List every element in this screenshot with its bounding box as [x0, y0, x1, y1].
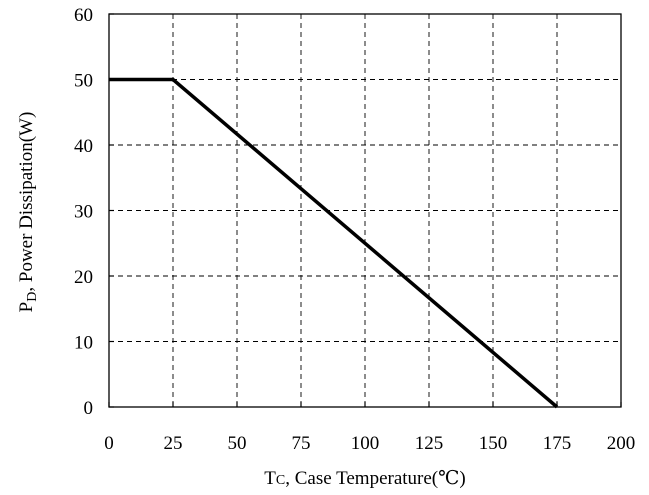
y-axis-ticks: 0 10 20 30 40 50 60: [74, 5, 114, 419]
y-tick-label: 60: [74, 5, 93, 26]
x-tick-label: 50: [228, 433, 247, 454]
x-tick-label: 25: [164, 433, 183, 454]
y-tick-label: 10: [74, 333, 93, 354]
series-line: [109, 77, 559, 409]
y-tick-label: 20: [74, 267, 93, 288]
y-tick-label: 30: [74, 202, 93, 223]
y-tick-label: 40: [74, 136, 93, 157]
x-tick-label: 75: [292, 433, 311, 454]
x-axis-title: TC, Case Temperature(℃): [264, 468, 465, 489]
x-tick-label: 0: [104, 433, 114, 454]
y-tick-label: 50: [74, 71, 93, 92]
series-group: [109, 77, 559, 409]
x-axis-title-subscript: C: [276, 473, 285, 488]
x-tick-label: 125: [415, 433, 444, 454]
x-tick-label: 175: [543, 433, 572, 454]
x-tick-label: 200: [607, 433, 636, 454]
y-axis-title-main: P: [16, 302, 37, 313]
y-axis-title-rest: , Power Dissipation(W): [16, 112, 37, 292]
x-tick-label: 100: [351, 433, 380, 454]
x-tick-label: 150: [479, 433, 508, 454]
x-axis-title-rest: , Case Temperature(℃): [285, 468, 465, 489]
x-axis-title-main: T: [264, 468, 276, 489]
grid-lines: [109, 14, 621, 407]
y-tick-label: 0: [84, 398, 94, 419]
x-axis-ticks: 0 25 50 75 100 125 150 175 200: [104, 402, 635, 454]
y-axis-title-subscript: D: [25, 292, 40, 302]
y-axis-title: PD, Power Dissipation(W): [16, 112, 40, 313]
